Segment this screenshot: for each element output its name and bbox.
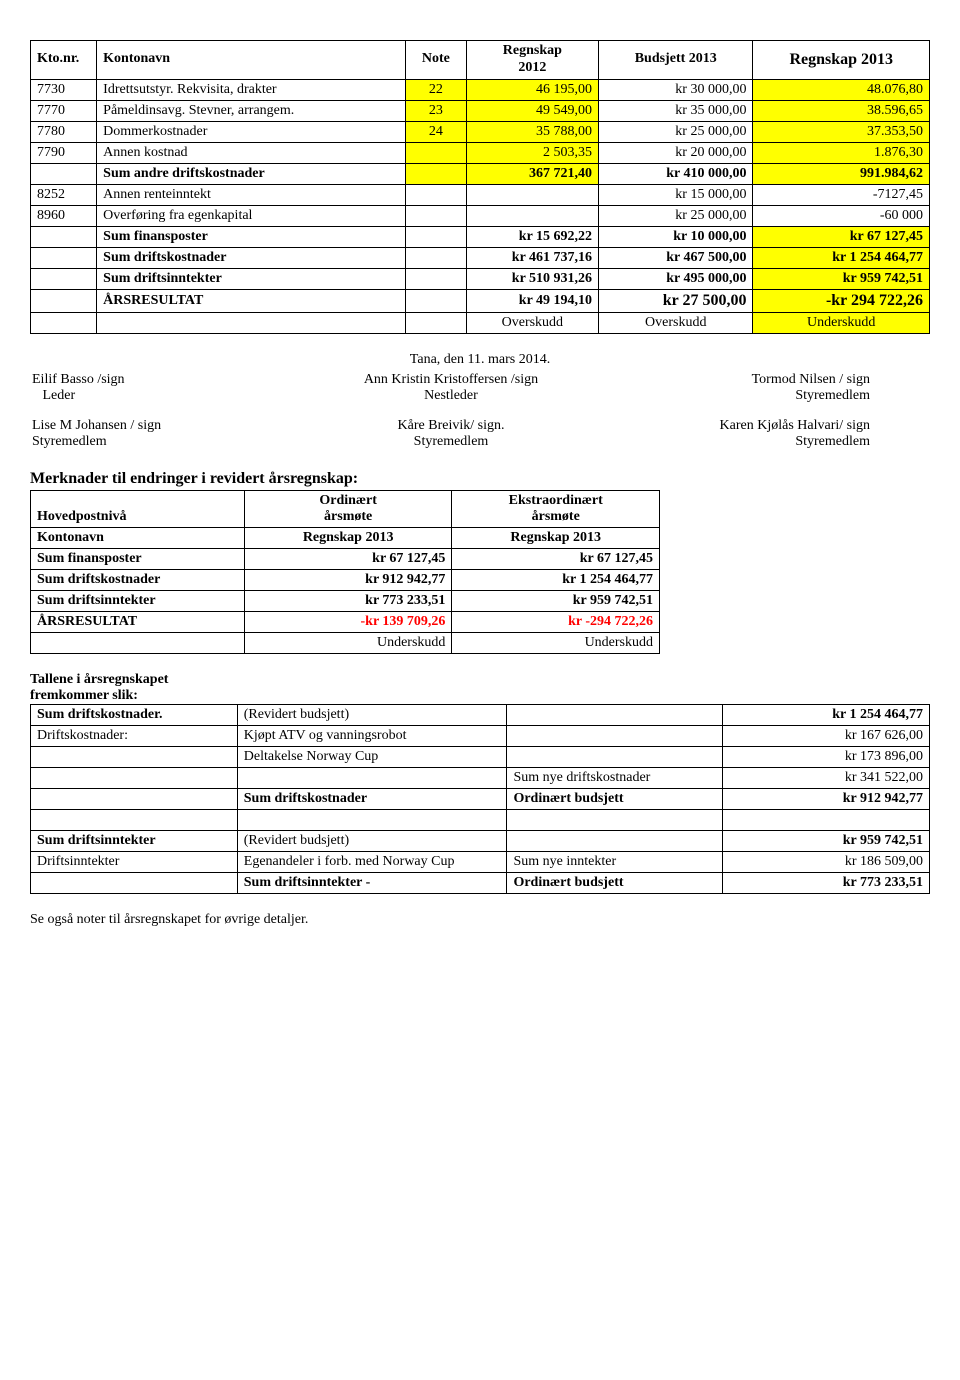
col-regnskap2013: Regnskap 2013 — [753, 41, 930, 80]
table-row: Sum finansposterkr 15 692,22kr 10 000,00… — [31, 226, 930, 247]
table-row: DriftsinntekterEgenandeler i forb. med N… — [31, 851, 930, 872]
table-row: 7780Dommerkostnader2435 788,00kr 25 000,… — [31, 121, 930, 142]
table-header-row: Kto.nr. Kontonavn Note Regnskap2012 Buds… — [31, 41, 930, 80]
table-row: Sum driftsinntekter -Ordinært budsjettkr… — [31, 872, 930, 893]
table-row: Sum driftskostnaderkr 912 942,77kr 1 254… — [31, 569, 660, 590]
table-row — [31, 809, 930, 830]
table-row: Sum driftsinntekter(Revidert budsjett)kr… — [31, 830, 930, 851]
table-row: Sum andre driftskostnader367 721,40kr 41… — [31, 163, 930, 184]
table-row: 7730Idrettsutstyr. Rekvisita, drakter224… — [31, 79, 930, 100]
notes-heading: Merknader til endringer i revidert årsre… — [30, 470, 930, 488]
table-row: Sum driftsinntekterkr 773 233,51kr 959 7… — [31, 590, 660, 611]
main-accounts-table: Kto.nr. Kontonavn Note Regnskap2012 Buds… — [30, 40, 930, 334]
col-budsjett: Budsjett 2013 — [599, 41, 753, 80]
table-row: Sum driftskostnaderOrdinært budsjettkr 9… — [31, 788, 930, 809]
table-row: Sum driftskostnader.(Revidert budsjett)k… — [31, 704, 930, 725]
table-row: 7790Annen kostnad2 503,35kr 20 000,001.8… — [31, 142, 930, 163]
footnote: Se også noter til årsregnskapet for øvri… — [30, 912, 930, 928]
signature-block: Tana, den 11. mars 2014. Eilif Basso /si… — [30, 352, 930, 450]
col-kontonavn: Kontonavn — [97, 41, 406, 80]
table-row: OverskuddOverskuddUnderskudd — [31, 312, 930, 333]
sign-1c: Tormod Nilsen / signStyremedlem — [591, 372, 930, 404]
date-line: Tana, den 11. mars 2014. — [30, 352, 930, 368]
table-row: ÅRSRESULTAT-kr 139 709,26kr -294 722,26 — [31, 611, 660, 632]
sign-2b: Kåre Breivik/ sign.Styremedlem — [311, 418, 590, 450]
signature-row-1: Eilif Basso /sign Leder Ann Kristin Kris… — [30, 372, 930, 404]
sign-1b: Ann Kristin Kristoffersen /signNestleder — [311, 372, 590, 404]
col-kto: Kto.nr. — [31, 41, 97, 80]
t3-heading2: fremkommer slik: — [30, 688, 930, 704]
table-row: 8960Overføring fra egenkapitalkr 25 000,… — [31, 205, 930, 226]
sign-2c: Karen Kjølås Halvari/ signStyremedlem — [591, 418, 930, 450]
table-row: 8252Annen renteinntektkr 15 000,00-7127,… — [31, 184, 930, 205]
t2-header2: Kontonavn Regnskap 2013 Regnskap 2013 — [31, 527, 660, 548]
table-row: Sum finansposterkr 67 127,45kr 67 127,45 — [31, 548, 660, 569]
col-note: Note — [406, 41, 467, 80]
table-row: Sum nye driftskostnaderkr 341 522,00 — [31, 767, 930, 788]
table-row: ÅRSRESULTATkr 49 194,10kr 27 500,00-kr 2… — [31, 289, 930, 312]
table-row: Sum driftsinntekterkr 510 931,26kr 495 0… — [31, 268, 930, 289]
t3-heading1: Tallene i årsregnskapet — [30, 672, 930, 688]
table-row: Sum driftskostnaderkr 461 737,16kr 467 5… — [31, 247, 930, 268]
sign-2a: Lise M Johansen / signStyremedlem — [30, 418, 311, 450]
breakdown-table: Sum driftskostnader.(Revidert budsjett)k… — [30, 704, 930, 894]
revision-table: Hovedpostnivå Ordinærtårsmøte Ekstraordi… — [30, 490, 660, 654]
table-row: Driftskostnader:Kjøpt ATV og vanningsrob… — [31, 725, 930, 746]
t2-header1: Hovedpostnivå Ordinærtårsmøte Ekstraordi… — [31, 490, 660, 527]
table-row: UnderskuddUnderskudd — [31, 632, 660, 653]
table-row: 7770Påmeldinsavg. Stevner, arrangem.2349… — [31, 100, 930, 121]
table-row: Deltakelse Norway Cupkr 173 896,00 — [31, 746, 930, 767]
sign-1a: Eilif Basso /sign Leder — [30, 372, 311, 404]
signature-row-2: Lise M Johansen / signStyremedlem Kåre B… — [30, 418, 930, 450]
col-regnskap2012: Regnskap2012 — [466, 41, 598, 80]
